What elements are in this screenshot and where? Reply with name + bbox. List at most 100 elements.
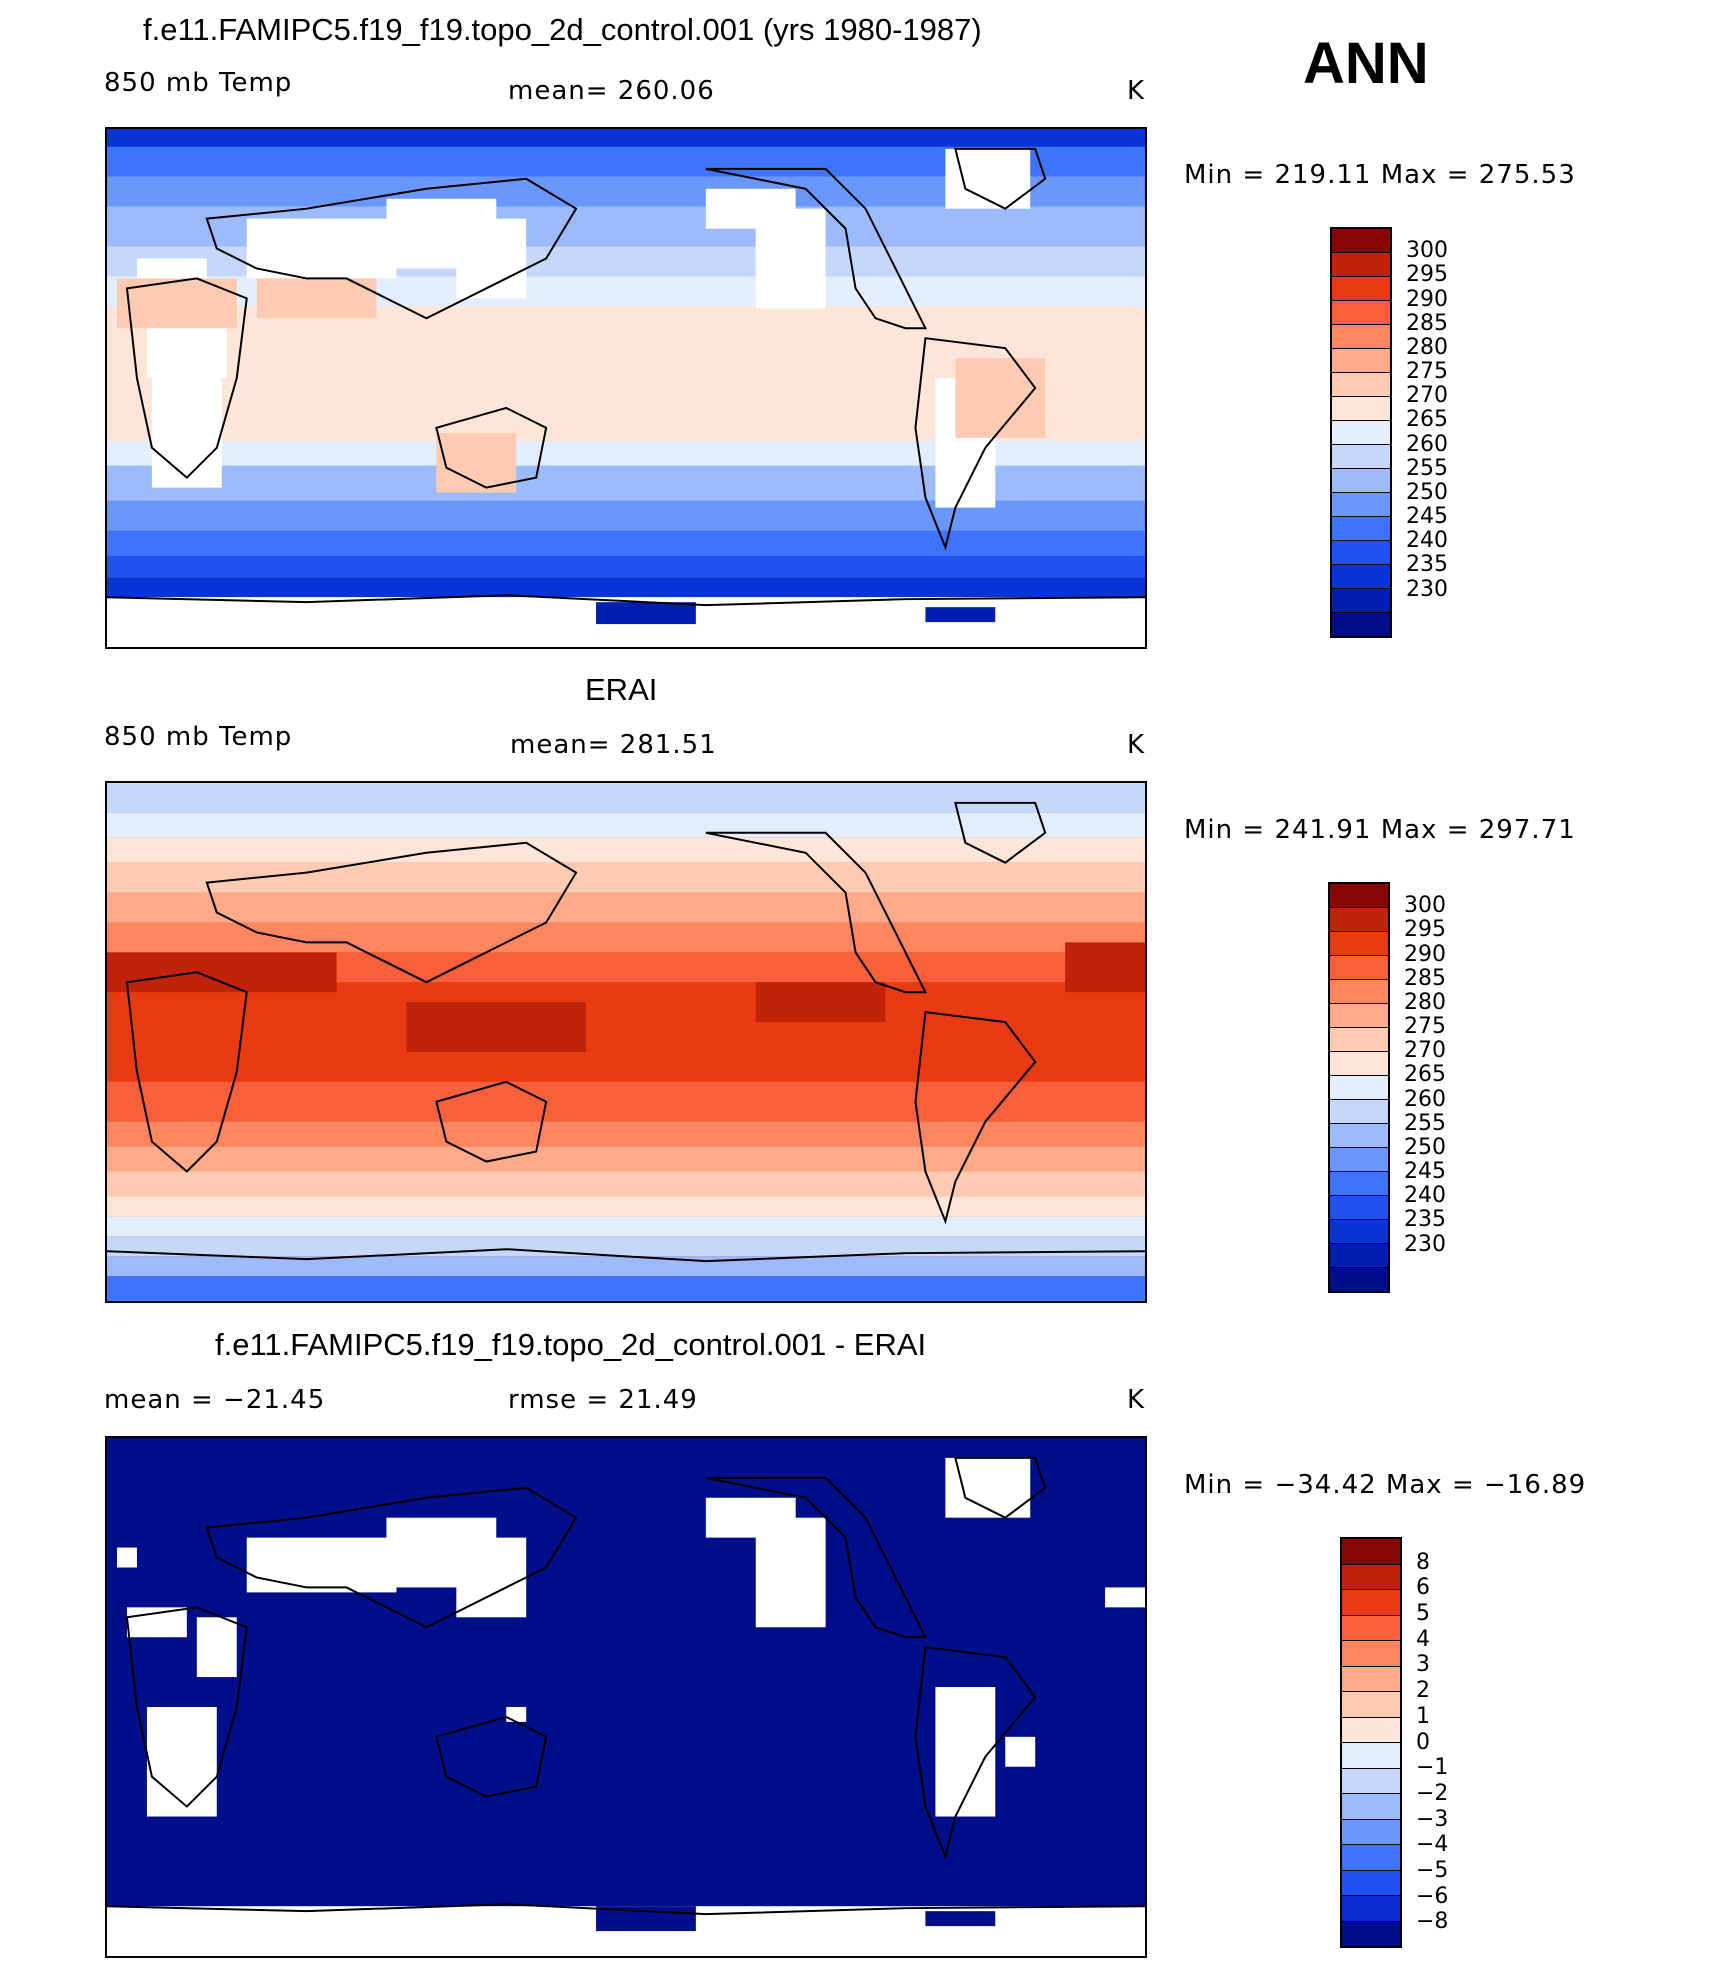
- colorbar-tick-label: 280: [1406, 334, 1448, 360]
- colorbar-tick-label: 245: [1404, 1159, 1446, 1185]
- colorbar-tick-label: 0: [1416, 1729, 1430, 1755]
- colorbar-segment: [1330, 1004, 1388, 1028]
- colorbar-tick-label: 245: [1406, 504, 1448, 530]
- colorbar-segment: [1330, 1124, 1388, 1148]
- colorbar-tick-label: 295: [1404, 917, 1446, 943]
- colorbar-segment: [1330, 908, 1388, 932]
- colorbar-tick-label: 8: [1416, 1549, 1430, 1575]
- colorbar-tick-label: 240: [1406, 528, 1448, 554]
- colorbar-tick-label: 230: [1404, 1231, 1446, 1257]
- colorbar-segment: [1342, 1819, 1400, 1845]
- colorbar-segment: [1332, 565, 1390, 589]
- panel3-rmse-label: rmse = 21.49: [508, 1385, 698, 1415]
- season-label: ANN: [1303, 31, 1429, 96]
- colorbar-segment: [1330, 1052, 1388, 1076]
- colorbar-tick-label: 255: [1406, 455, 1448, 481]
- panel1-mean-label: mean= 260.06: [508, 76, 715, 106]
- colorbar-segment: [1332, 397, 1390, 421]
- colorbar-tick-label: 275: [1406, 359, 1448, 385]
- colorbar-tick-label: 230: [1406, 576, 1448, 602]
- colorbar-segment: [1342, 1768, 1400, 1794]
- panel2-variable-label: 850 mb Temp: [104, 722, 293, 752]
- colorbar-segment: [1330, 932, 1388, 956]
- colorbar-tick-label: 270: [1406, 383, 1448, 409]
- panel3-map: [105, 1436, 1147, 1958]
- colorbar-tick-label: 285: [1406, 310, 1448, 336]
- panel3-mean-label: mean = −21.45: [104, 1385, 326, 1415]
- panel1-map: [105, 127, 1147, 649]
- colorbar-segment: [1330, 1148, 1388, 1172]
- panel1-title: f.e11.FAMIPC5.f19_f19.topo_2d_control.00…: [143, 12, 982, 47]
- colorbar-tick-label: −2: [1416, 1780, 1449, 1806]
- colorbar-tick-label: 280: [1404, 989, 1446, 1015]
- colorbar-segment: [1342, 1539, 1400, 1565]
- colorbar-tick-label: 265: [1404, 1062, 1446, 1088]
- colorbar-tick-label: 260: [1404, 1086, 1446, 1112]
- colorbar-tick-label: −4: [1416, 1832, 1449, 1858]
- colorbar-tick-label: 285: [1404, 965, 1446, 991]
- colorbar-tick-label: 6: [1416, 1575, 1430, 1601]
- colorbar-segment: [1332, 589, 1390, 613]
- colorbar-tick-label: 250: [1404, 1134, 1446, 1160]
- colorbar-segment: [1332, 229, 1390, 253]
- colorbar-tick-label: 4: [1416, 1626, 1430, 1652]
- colorbar-tick-label: 235: [1406, 552, 1448, 578]
- colorbar-segment: [1330, 980, 1388, 1004]
- colorbar-tick-label: −8: [1416, 1909, 1449, 1935]
- colorbar-tick-label: 3: [1416, 1652, 1430, 1678]
- colorbar-segment: [1342, 1641, 1400, 1667]
- colorbar-tick-label: 300: [1406, 238, 1448, 264]
- colorbar-segment: [1342, 1845, 1400, 1871]
- colorbar-segment: [1332, 469, 1390, 493]
- colorbar-tick-label: 295: [1406, 262, 1448, 288]
- panel2-units-label: K: [1127, 730, 1146, 760]
- colorbar-tick-label: 255: [1404, 1110, 1446, 1136]
- colorbar-tick-label: 2: [1416, 1678, 1430, 1704]
- colorbar-segment: [1330, 1172, 1388, 1196]
- colorbar-segment: [1332, 421, 1390, 445]
- colorbar-segment: [1342, 1921, 1400, 1946]
- colorbar-tick-label: −5: [1416, 1857, 1449, 1883]
- colorbar-tick-label: 240: [1404, 1183, 1446, 1209]
- colorbar-segment: [1332, 301, 1390, 325]
- colorbar-segment: [1332, 349, 1390, 373]
- colorbar-segment: [1330, 1220, 1388, 1244]
- colorbar-segment: [1330, 1268, 1388, 1291]
- panel1-units-label: K: [1127, 76, 1146, 106]
- colorbar-segment: [1332, 325, 1390, 349]
- colorbar-segment: [1342, 1615, 1400, 1641]
- colorbar-segment: [1330, 1100, 1388, 1124]
- panel2-colorbar: [1328, 882, 1390, 1293]
- colorbar-segment: [1330, 1028, 1388, 1052]
- colorbar-segment: [1342, 1666, 1400, 1692]
- colorbar-segment: [1330, 1076, 1388, 1100]
- colorbar-segment: [1332, 613, 1390, 636]
- colorbar-segment: [1332, 541, 1390, 565]
- colorbar-segment: [1332, 493, 1390, 517]
- panel2-mean-label: mean= 281.51: [510, 730, 717, 760]
- colorbar-tick-label: 275: [1404, 1014, 1446, 1040]
- colorbar-segment: [1332, 277, 1390, 301]
- colorbar-segment: [1330, 1196, 1388, 1220]
- colorbar-segment: [1342, 1743, 1400, 1769]
- colorbar-tick-label: 270: [1404, 1038, 1446, 1064]
- colorbar-segment: [1342, 1564, 1400, 1590]
- colorbar-tick-label: 5: [1416, 1601, 1430, 1627]
- colorbar-segment: [1342, 1590, 1400, 1616]
- panel2-minmax-label: Min = 241.91 Max = 297.71: [1184, 815, 1576, 845]
- panel1-variable-label: 850 mb Temp: [104, 68, 293, 98]
- panel1-minmax-label: Min = 219.11 Max = 275.53: [1184, 160, 1576, 190]
- colorbar-segment: [1342, 1794, 1400, 1820]
- panel3-title: f.e11.FAMIPC5.f19_f19.topo_2d_control.00…: [215, 1327, 927, 1362]
- colorbar-tick-label: 260: [1406, 431, 1448, 457]
- colorbar-segment: [1342, 1692, 1400, 1718]
- panel2-title: ERAI: [585, 672, 658, 707]
- panel1-colorbar: [1330, 227, 1392, 638]
- colorbar-tick-label: −3: [1416, 1806, 1449, 1832]
- panel3-units-label: K: [1127, 1385, 1146, 1415]
- colorbar-tick-label: 300: [1404, 893, 1446, 919]
- colorbar-segment: [1342, 1870, 1400, 1896]
- colorbar-tick-label: 290: [1406, 286, 1448, 312]
- colorbar-tick-label: 1: [1416, 1703, 1430, 1729]
- colorbar-segment: [1330, 956, 1388, 980]
